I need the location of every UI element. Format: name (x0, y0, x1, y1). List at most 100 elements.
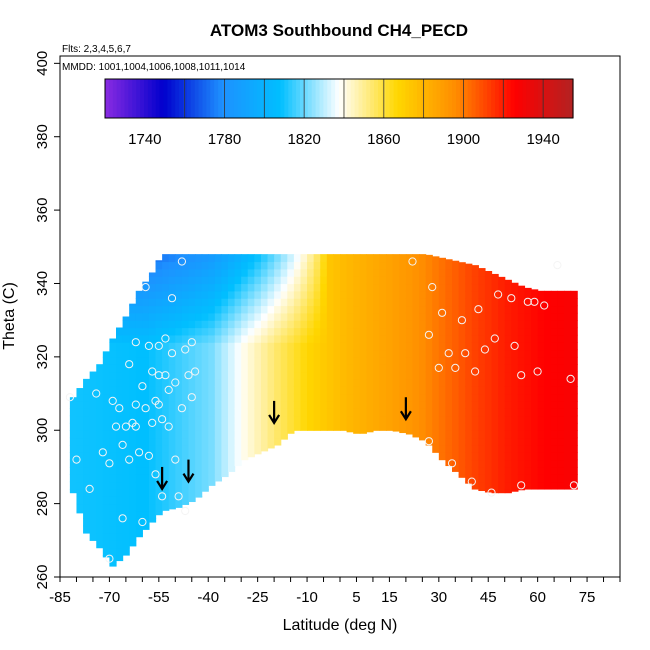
field-cell (201, 268, 209, 277)
field-cell (228, 444, 236, 453)
field-cell (241, 261, 249, 270)
field-cell (287, 283, 295, 292)
field-cell (478, 437, 486, 446)
field-cell (293, 378, 302, 387)
field-cell (445, 437, 453, 446)
field-cell (438, 261, 447, 270)
colorbar-segment (417, 79, 422, 118)
field-cell (89, 371, 97, 380)
field-cell (498, 371, 506, 380)
field-cell (478, 290, 486, 299)
field-cell (168, 283, 176, 292)
field-cell (452, 283, 460, 292)
colorbar-segment (108, 79, 114, 118)
field-cell (300, 312, 308, 321)
field-cell (293, 364, 302, 373)
field-cell (287, 320, 295, 329)
colorbar-segment (179, 79, 184, 118)
colorbar-segment (522, 79, 527, 118)
field-cell (511, 481, 519, 490)
field-cell (550, 459, 559, 468)
field-cell (109, 466, 117, 475)
field-cell (221, 437, 229, 446)
field-cell (214, 312, 223, 321)
field-cell (300, 371, 308, 380)
field-cell (544, 364, 552, 373)
field-cell (175, 393, 183, 402)
field-cell (69, 481, 78, 490)
field-cell (504, 452, 512, 461)
field-cell (135, 459, 143, 468)
field-cell (254, 371, 262, 380)
field-cell (379, 415, 387, 424)
field-cell (386, 327, 394, 336)
field-cell (326, 334, 335, 343)
sample-point (125, 455, 134, 464)
field-cell (425, 437, 433, 446)
field-cell (392, 393, 400, 402)
field-cell (564, 430, 572, 439)
field-cell (458, 430, 466, 439)
field-cell (280, 415, 288, 424)
colorbar-segment (495, 79, 500, 118)
field-cell (372, 386, 381, 395)
field-cell (504, 474, 512, 483)
field-cell (537, 327, 545, 336)
colorbar-segment (171, 79, 176, 118)
field-cell (419, 386, 427, 395)
field-cell (544, 481, 552, 490)
field-cell (234, 334, 242, 343)
field-cell (517, 305, 526, 314)
field-cell (333, 276, 341, 285)
field-cell (432, 256, 440, 263)
x-tick-label: -70 (99, 589, 121, 606)
field-cell (142, 430, 150, 439)
field-cell (425, 371, 433, 380)
field-cell (386, 371, 394, 380)
field-cell (524, 444, 532, 453)
colorbar-segment (155, 79, 161, 118)
field-cell (241, 298, 249, 307)
field-cell (386, 254, 394, 263)
field-cell (557, 400, 565, 409)
x-axis-label: Latitude (deg N) (283, 617, 398, 634)
field-cell (234, 312, 242, 321)
field-cell (287, 378, 295, 387)
field-cell (267, 268, 275, 277)
field-cell (307, 371, 315, 380)
field-cell (517, 400, 526, 409)
field-cell (254, 261, 262, 270)
sample-point (158, 415, 167, 424)
field-cell (221, 444, 229, 453)
field-cell (142, 459, 150, 468)
field-cell (524, 474, 532, 483)
field-cell (214, 422, 223, 431)
field-cell (392, 254, 400, 263)
field-cell (550, 290, 559, 299)
field-cell (254, 452, 262, 455)
field-cell (142, 510, 150, 519)
field-cell (320, 400, 328, 409)
field-cell (155, 386, 163, 395)
field-cell (201, 342, 209, 351)
field-cell (162, 496, 170, 505)
field-cell (471, 305, 479, 314)
field-cell (333, 349, 341, 358)
field-cell (162, 268, 170, 277)
field-cell (175, 356, 183, 365)
field-cell (274, 254, 282, 263)
field-cell (214, 298, 223, 307)
field-cell (175, 342, 183, 351)
field-cell (399, 415, 407, 424)
field-cell (313, 356, 321, 365)
colorbar-segment (116, 79, 122, 118)
colorbar-segment (249, 79, 254, 118)
field-cell (168, 474, 176, 483)
field-cell (366, 320, 374, 329)
field-cell (458, 371, 466, 380)
field-cell (83, 400, 91, 409)
field-cell (300, 356, 308, 365)
field-cell (313, 268, 321, 277)
field-cell (445, 400, 453, 409)
field-cell (195, 430, 203, 439)
